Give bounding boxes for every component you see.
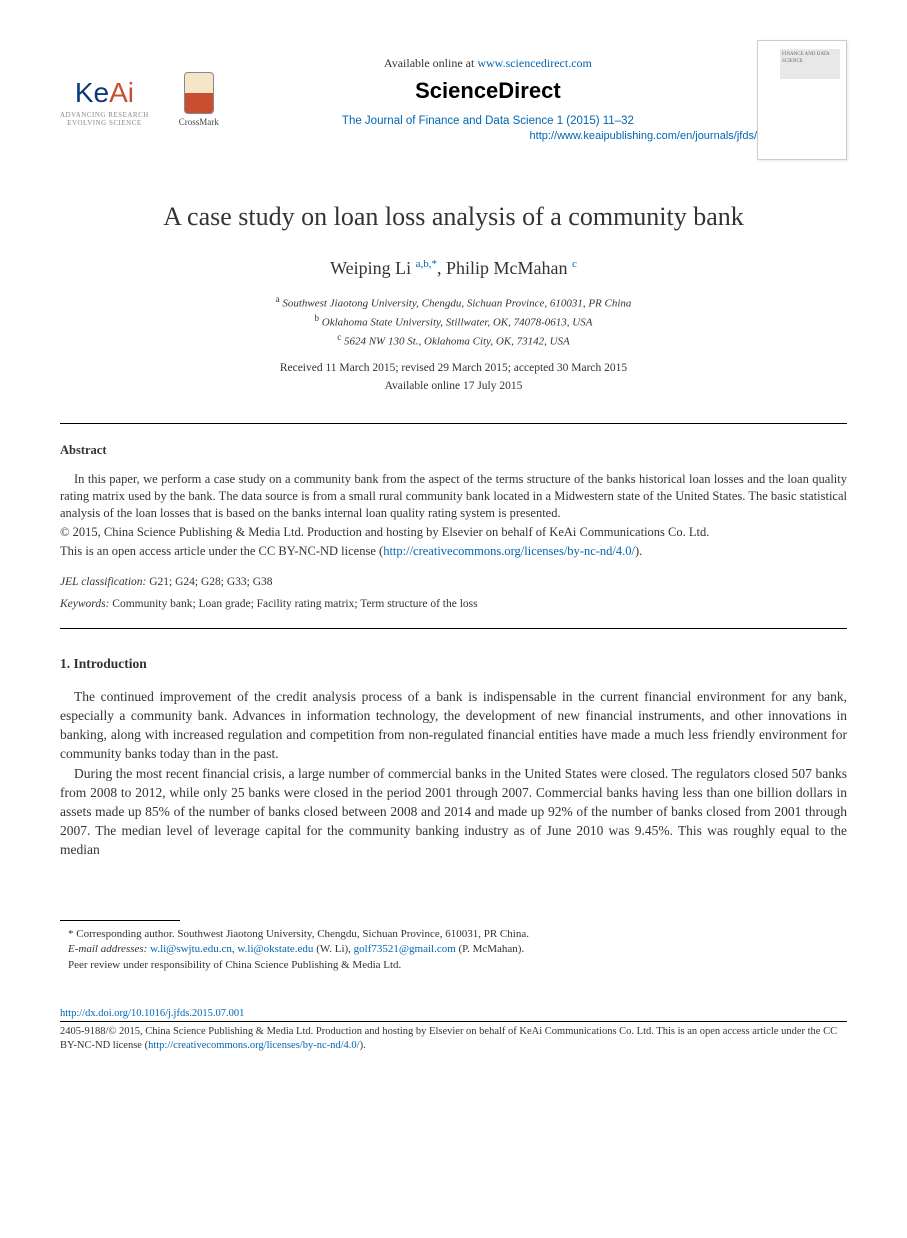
author-2-name: Philip McMahan	[446, 258, 568, 278]
jel-codes: G21; G24; G28; G33; G38	[146, 576, 272, 588]
peer-review-note: Peer review under responsibility of Chin…	[60, 958, 847, 973]
keywords-label: Keywords:	[60, 598, 109, 610]
cc-prefix: This is an open access article under the…	[60, 544, 383, 558]
author-1-affil-sup: a,b,	[416, 258, 432, 270]
author-1-name: Weiping Li	[330, 258, 411, 278]
keai-accent: Ai	[109, 77, 134, 108]
keywords-list: Community bank; Loan grade; Facility rat…	[109, 598, 477, 610]
affiliations: a Southwest Jiaotong University, Chengdu…	[60, 293, 847, 350]
cover-title: FINANCE AND DATA SCIENCE	[780, 49, 840, 79]
journal-reference: The Journal of Finance and Data Science …	[219, 113, 757, 129]
doi-link[interactable]: http://dx.doi.org/10.1016/j.jfds.2015.07…	[60, 1008, 244, 1019]
affil-a: Southwest Jiaotong University, Chengdu, …	[282, 298, 631, 310]
email-wli-note: (W. Li),	[313, 943, 353, 955]
journal-cover-thumbnail: FINANCE AND DATA SCIENCE	[757, 40, 847, 160]
email-label: E-mail addresses:	[68, 943, 147, 955]
footnotes: * Corresponding author. Southwest Jiaoto…	[60, 927, 847, 973]
journal-url[interactable]: http://www.keaipublishing.com/en/journal…	[219, 129, 757, 144]
keai-main: Ke	[75, 77, 109, 108]
email-1[interactable]: w.li@swjtu.edu.cn	[150, 943, 232, 955]
keai-logo: KeAi ADVANCING RESEARCH EVOLVING SCIENCE	[60, 73, 149, 128]
sciencedirect-logo: ScienceDirect	[219, 76, 757, 107]
divider-top	[60, 423, 847, 424]
cc-license-link[interactable]: http://creativecommons.org/licenses/by-n…	[383, 544, 635, 558]
dates-received: Received 11 March 2015; revised 29 March…	[60, 360, 847, 377]
cc-suffix: ).	[635, 544, 642, 558]
email-pm-note: (P. McMahan).	[456, 943, 524, 955]
section-1-heading: 1. Introduction	[60, 655, 847, 674]
crossmark-badge-icon	[184, 72, 214, 114]
copyright-line-2: This is an open access article under the…	[60, 543, 847, 560]
email-2[interactable]: w.li@okstate.edu	[237, 943, 313, 955]
avail-prefix: Available online at	[384, 56, 477, 70]
sciencedirect-link[interactable]: www.sciencedirect.com	[477, 56, 592, 70]
doi-block: http://dx.doi.org/10.1016/j.jfds.2015.07…	[60, 1007, 847, 1054]
article-title: A case study on loan loss analysis of a …	[60, 200, 847, 234]
header: KeAi ADVANCING RESEARCH EVOLVING SCIENCE…	[60, 40, 847, 160]
article-dates: Received 11 March 2015; revised 29 March…	[60, 360, 847, 395]
issn-copyright: 2405-9188/© 2015, China Science Publishi…	[60, 1025, 847, 1053]
copyright-line-1: © 2015, China Science Publishing & Media…	[60, 524, 847, 541]
crossmark-label: CrossMark	[179, 116, 219, 129]
dates-online: Available online 17 July 2015	[60, 378, 847, 395]
footnote-separator	[60, 920, 180, 921]
email-addresses: E-mail addresses: w.li@swjtu.edu.cn, w.l…	[60, 942, 847, 957]
intro-para-1: The continued improvement of the credit …	[60, 688, 847, 764]
intro-para-2: During the most recent financial crisis,…	[60, 765, 847, 859]
cc-suffix-footer: ).	[360, 1040, 366, 1051]
crossmark-logo[interactable]: CrossMark	[179, 72, 219, 129]
jel-classification: JEL classification: G21; G24; G28; G33; …	[60, 574, 847, 590]
abstract-heading: Abstract	[60, 442, 847, 460]
available-online: Available online at www.sciencedirect.co…	[219, 55, 757, 72]
author-2-affil-sup: c	[572, 258, 577, 270]
keai-sub2: EVOLVING SCIENCE	[67, 120, 141, 128]
center-header: Available online at www.sciencedirect.co…	[219, 55, 757, 144]
doi-separator	[60, 1021, 847, 1022]
cc-license-link-footer[interactable]: http://creativecommons.org/licenses/by-n…	[148, 1040, 360, 1051]
email-3[interactable]: golf73521@gmail.com	[354, 943, 456, 955]
divider-bottom	[60, 628, 847, 629]
left-logos: KeAi ADVANCING RESEARCH EVOLVING SCIENCE…	[60, 72, 219, 129]
authors: Weiping Li a,b,*, Philip McMahan c	[60, 256, 847, 281]
jel-label: JEL classification:	[60, 576, 146, 588]
abstract-text: In this paper, we perform a case study o…	[60, 471, 847, 522]
affil-b: Oklahoma State University, Stillwater, O…	[322, 317, 593, 329]
keywords: Keywords: Community bank; Loan grade; Fa…	[60, 596, 847, 612]
corresponding-author-note: * Corresponding author. Southwest Jiaoto…	[60, 927, 847, 942]
affil-c: 5624 NW 130 St., Oklahoma City, OK, 7314…	[344, 336, 570, 348]
author-sep: ,	[437, 258, 446, 278]
